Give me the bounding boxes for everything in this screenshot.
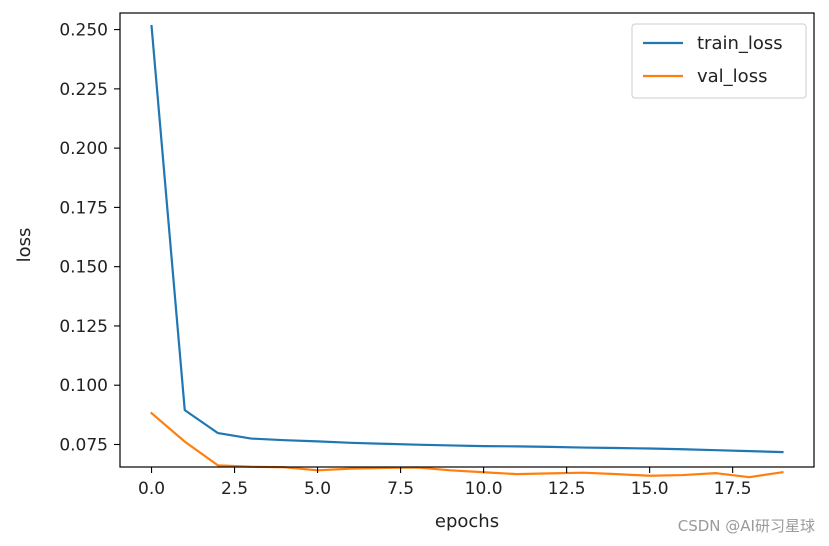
x-axis-title: epochs: [435, 511, 499, 532]
x-tick-label: 15.0: [631, 479, 669, 499]
x-tick-label: 10.0: [465, 479, 503, 499]
x-axis: 0.0 2.5 5.0 7.5 10.0 12.5 15.0 17.5: [138, 467, 752, 499]
x-tick-label: 2.5: [221, 479, 248, 499]
series-line-train-loss: [150, 24, 784, 454]
x-tick-label: 12.5: [548, 479, 586, 499]
y-tick-label: 0.200: [59, 139, 108, 159]
y-tick-label: 0.075: [59, 435, 108, 455]
axes-frame: [119, 12, 815, 468]
x-tick-label: 17.5: [714, 479, 752, 499]
x-tick-label: 5.0: [304, 479, 331, 499]
y-tick-label: 0.225: [59, 80, 108, 100]
x-tick-label: 7.5: [387, 479, 414, 499]
y-tick-label: 0.250: [59, 21, 108, 41]
y-tick-label: 0.150: [59, 258, 108, 278]
y-axis-title: loss: [14, 228, 35, 263]
y-tick-label: 0.175: [59, 198, 108, 218]
plot-area: [119, 12, 815, 479]
y-tick-label: 0.100: [59, 376, 108, 396]
x-tick-label: 0.0: [138, 479, 165, 499]
legend-label-train-loss: train_loss: [697, 33, 783, 54]
y-axis: 0.075 0.100 0.125 0.150 0.175 0.200 0.225 0.250: [59, 21, 120, 455]
legend-label-val-loss: val_loss: [697, 66, 767, 87]
watermark: CSDN @AI研习星球: [677, 517, 815, 535]
legend: train_loss val_loss: [631, 23, 807, 99]
y-tick-label: 0.125: [59, 317, 108, 337]
